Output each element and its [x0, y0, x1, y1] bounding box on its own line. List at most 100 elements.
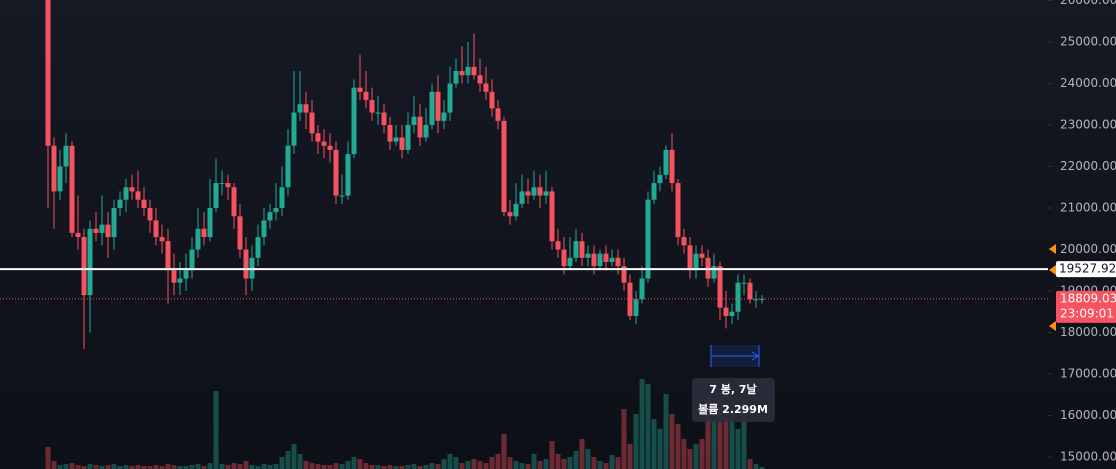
- alert-marker: [1049, 321, 1056, 331]
- volume-bar: [513, 461, 519, 469]
- volume-bar: [663, 394, 669, 469]
- volume-bar: [99, 466, 105, 469]
- candle-body: [453, 71, 459, 84]
- candle-body: [645, 199, 651, 279]
- measure-bars: 7 봉, 7날: [709, 382, 756, 396]
- y-tick-label: 26000.00: [1060, 0, 1116, 7]
- candle-body: [399, 137, 405, 150]
- volume-bar: [45, 447, 51, 469]
- volume-bar: [315, 464, 321, 469]
- plot-layer: [0, 0, 1048, 350]
- volume-bar: [687, 449, 693, 469]
- candle-body: [297, 104, 303, 113]
- volume-bar: [741, 399, 747, 469]
- volume-bar: [279, 457, 285, 469]
- candle-body: [273, 208, 279, 213]
- candle-body: [267, 212, 273, 221]
- candle-body: [519, 191, 525, 204]
- volume-bar: [567, 457, 573, 469]
- candle-body: [171, 270, 177, 283]
- volume-bar: [597, 461, 603, 469]
- candle-body: [489, 91, 495, 109]
- candle-body: [663, 149, 669, 175]
- volume-bar: [537, 461, 543, 469]
- candle-body: [579, 241, 585, 258]
- candle-body: [381, 112, 387, 126]
- volume-bar: [561, 459, 567, 469]
- volume-bar: [129, 466, 135, 469]
- candle-body: [237, 216, 243, 250]
- candle-body: [219, 183, 225, 185]
- candle-body: [285, 145, 291, 188]
- volume-bar: [51, 461, 57, 469]
- volume-bar: [417, 466, 423, 469]
- volume-bar: [141, 466, 147, 469]
- volume-bar: [489, 457, 495, 469]
- hline-label-box: [1056, 261, 1116, 278]
- candle-body: [159, 237, 165, 242]
- candle-body: [321, 141, 327, 146]
- y-tick-label: 18000.00: [1060, 325, 1116, 339]
- measure-volume: 볼륨 2.299M: [698, 403, 768, 416]
- volume-bar: [549, 441, 555, 469]
- candle-body: [147, 208, 153, 221]
- candle-body: [123, 187, 129, 200]
- candle-body: [549, 191, 555, 242]
- candle-body: [633, 299, 639, 316]
- volume-bar: [285, 451, 291, 469]
- volume-bar: [63, 464, 69, 469]
- volume-bar: [759, 467, 765, 469]
- candle-body: [591, 253, 597, 267]
- candle-body: [753, 299, 759, 301]
- volume-bar: [639, 379, 645, 469]
- candle-body: [279, 187, 285, 209]
- volume-bar: [105, 465, 111, 469]
- volume-bar: [447, 454, 453, 469]
- volume-bar: [165, 464, 171, 469]
- y-tick-label: 15000.00: [1060, 450, 1116, 464]
- volume-bar: [615, 457, 621, 469]
- candle-body: [537, 187, 543, 196]
- volume-layer: [45, 379, 765, 469]
- volume-bar: [579, 439, 585, 469]
- candle-body: [477, 75, 483, 84]
- candle-body: [357, 87, 363, 92]
- volume-bar: [195, 464, 201, 469]
- y-tick-label: 23000.00: [1060, 118, 1116, 132]
- candle-body: [243, 249, 249, 279]
- candle-body: [525, 191, 531, 196]
- volume-bar: [243, 461, 249, 469]
- countdown: 23:09:01: [1060, 306, 1114, 320]
- volume-bar: [363, 463, 369, 469]
- volume-bar: [387, 465, 393, 469]
- volume-bar: [531, 454, 537, 469]
- volume-bar: [501, 434, 507, 469]
- candle-body: [195, 228, 201, 250]
- candle-body: [435, 91, 441, 121]
- volume-bar: [87, 464, 93, 469]
- volume-bar: [171, 465, 177, 469]
- candle-body: [459, 71, 465, 76]
- volume-bar: [711, 419, 717, 469]
- y-tick-label: 22000.00: [1060, 159, 1116, 173]
- candle-body: [153, 220, 159, 238]
- volume-bar: [117, 466, 123, 469]
- volume-bar: [375, 465, 381, 469]
- candle-body: [561, 249, 567, 267]
- candle-body: [57, 166, 63, 192]
- candle-body: [441, 112, 447, 121]
- volume-bar: [393, 466, 399, 469]
- y-tick-label: 21000.00: [1060, 201, 1116, 215]
- candle-body: [93, 228, 99, 233]
- hline-label: 19527.92: [1059, 262, 1116, 276]
- volume-bar: [483, 463, 489, 469]
- candle-body: [189, 249, 195, 271]
- candle-body: [69, 145, 75, 233]
- volume-bar: [459, 463, 465, 469]
- volume-bar: [573, 451, 579, 469]
- volume-bar: [57, 465, 63, 469]
- volume-bar: [435, 464, 441, 469]
- candle-body: [747, 282, 753, 300]
- y-tick-label: 20000.00: [1060, 242, 1116, 256]
